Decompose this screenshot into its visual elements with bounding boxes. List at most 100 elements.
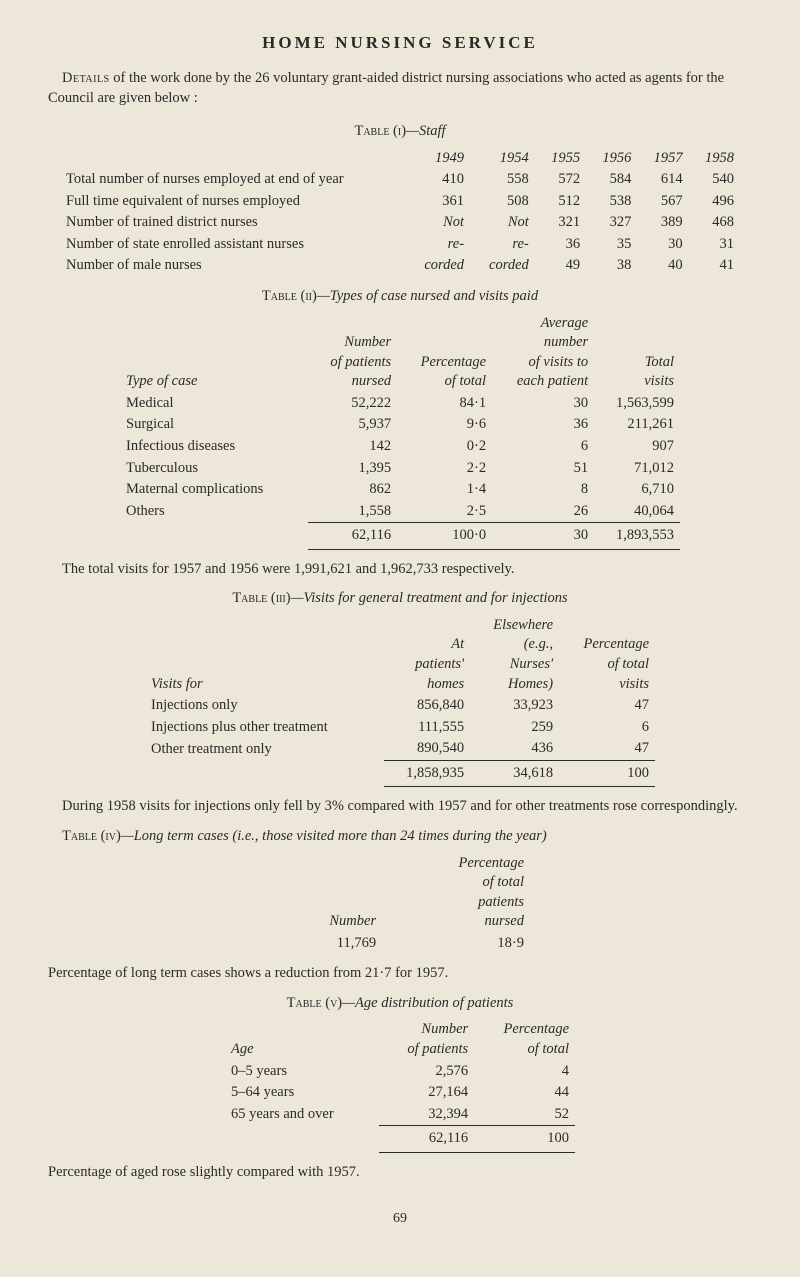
intro-paragraph: Details of the work done by the 26 volun… <box>48 69 752 108</box>
year-col: 1949 <box>405 148 470 170</box>
cell: 567 <box>637 191 688 213</box>
col-head: Type of case <box>120 313 308 393</box>
cell: 211,261 <box>594 414 680 436</box>
cell: 0·2 <box>397 436 492 458</box>
year-col: 1958 <box>689 148 740 170</box>
cell: 9·6 <box>397 414 492 436</box>
total-cell: 100 <box>474 1126 575 1153</box>
table-row: Total number of nurses employed at end o… <box>60 169 740 191</box>
cell: 32,394 <box>379 1104 474 1126</box>
cell: corded <box>405 255 470 277</box>
col-head: Percentage of total patients nursed <box>382 853 530 933</box>
cell: 468 <box>689 212 740 234</box>
cell: 52 <box>474 1104 575 1126</box>
page-title: HOME NURSING SERVICE <box>48 32 752 55</box>
cell: 11,769 <box>270 933 382 955</box>
table-iv: Number Percentage of total patients nurs… <box>270 853 530 955</box>
cell: 33,923 <box>470 695 559 717</box>
row-label: 0–5 years <box>231 1063 287 1079</box>
cell: 49 <box>535 255 586 277</box>
total-cell: 100·0 <box>397 523 492 550</box>
table-ii: Type of case Number of patients nursed P… <box>120 313 680 550</box>
table-ii-label: Table (ii) <box>262 288 317 304</box>
year-col: 1957 <box>637 148 688 170</box>
cell: 26 <box>492 501 594 523</box>
row-label: Full time equivalent of nurses employed <box>66 193 300 209</box>
col-head: Number of patients <box>379 1019 474 1060</box>
table-i-desc: —Staff <box>406 123 445 139</box>
row-label: Number of trained district nurses <box>66 214 258 230</box>
row-label: Total number of nurses employed at end o… <box>66 171 344 187</box>
row-label: Other treatment only <box>151 741 272 757</box>
table-total-row: 62,116 100 <box>225 1126 575 1153</box>
row-label: Maternal complications <box>126 481 263 497</box>
cell: 31 <box>689 234 740 256</box>
total-cell: 30 <box>492 523 594 550</box>
intro-leadword: Details <box>62 70 110 86</box>
cell: re- <box>405 234 470 256</box>
total-cell: 62,116 <box>308 523 397 550</box>
table-i-title: Table (i)—Staff <box>48 122 752 142</box>
table-iv-followup: Percentage of long term cases shows a re… <box>48 964 752 984</box>
total-cell: 1,858,935 <box>384 760 471 787</box>
table-row: Infectious diseases1420·26907 <box>120 436 680 458</box>
table-row: 0–5 years2,5764 <box>225 1061 575 1083</box>
total-cell: 34,618 <box>470 760 559 787</box>
table-row: 11,769 18·9 <box>270 933 530 955</box>
table-iii-label: Table (iii) <box>232 590 290 606</box>
cell: 327 <box>586 212 637 234</box>
cell: 40 <box>637 255 688 277</box>
page-number: 69 <box>48 1210 752 1229</box>
cell: 84·1 <box>397 393 492 415</box>
table-total-row: 62,116 100·0 30 1,893,553 <box>120 523 680 550</box>
cell: 30 <box>492 393 594 415</box>
col-head: Percentage of total visits <box>559 615 655 695</box>
table-v-label: Table (v) <box>287 995 342 1011</box>
table-row: Full time equivalent of nurses employed … <box>60 191 740 213</box>
cell: 40,064 <box>594 501 680 523</box>
table-iii-title: Table (iii)—Visits for general treatment… <box>48 589 752 609</box>
total-cell: 100 <box>559 760 655 787</box>
cell: 890,540 <box>384 738 471 760</box>
row-label: Others <box>126 503 165 519</box>
table-v: Age Number of patients Percentage of tot… <box>225 1019 575 1152</box>
table-i-header-row: 1949 1954 1955 1956 1957 1958 <box>60 148 740 170</box>
total-cell: 1,893,553 <box>594 523 680 550</box>
intro-remainder: of the work done by the 26 voluntary gra… <box>48 70 724 106</box>
table-row: Others1,5582·52640,064 <box>120 501 680 523</box>
cell: 44 <box>474 1082 575 1104</box>
table-iv-title: Table (iv)—Long term cases (i.e., those … <box>48 827 752 847</box>
cell: 8 <box>492 479 594 501</box>
cell: 2·5 <box>397 501 492 523</box>
cell: 30 <box>637 234 688 256</box>
cell: 5,937 <box>308 414 397 436</box>
cell: 361 <box>405 191 470 213</box>
table-v-header: Age Number of patients Percentage of tot… <box>225 1019 575 1060</box>
cell: 856,840 <box>384 695 471 717</box>
cell: 51 <box>492 458 594 480</box>
table-row: Surgical5,9379·636211,261 <box>120 414 680 436</box>
year-col: 1954 <box>470 148 535 170</box>
cell: 6 <box>559 717 655 739</box>
cell: 907 <box>594 436 680 458</box>
total-cell: 62,116 <box>379 1126 474 1153</box>
cell: 259 <box>470 717 559 739</box>
cell: 436 <box>470 738 559 760</box>
cell: 36 <box>535 234 586 256</box>
cell: Not <box>470 212 535 234</box>
cell: 584 <box>586 169 637 191</box>
year-col: 1955 <box>535 148 586 170</box>
table-ii-header: Type of case Number of patients nursed P… <box>120 313 680 393</box>
cell: 47 <box>559 695 655 717</box>
row-label: Injections only <box>151 697 238 713</box>
cell: Not <box>405 212 470 234</box>
table-iv-label: Table (iv) <box>62 828 121 844</box>
cell: 6 <box>492 436 594 458</box>
table-row: Other treatment only890,54043647 <box>145 738 655 760</box>
cell: 18·9 <box>382 933 530 955</box>
col-head: At patients' homes <box>384 615 471 695</box>
row-label: Infectious diseases <box>126 438 235 454</box>
cell: 1,395 <box>308 458 397 480</box>
cell: 6,710 <box>594 479 680 501</box>
col-head: Number <box>270 853 382 933</box>
